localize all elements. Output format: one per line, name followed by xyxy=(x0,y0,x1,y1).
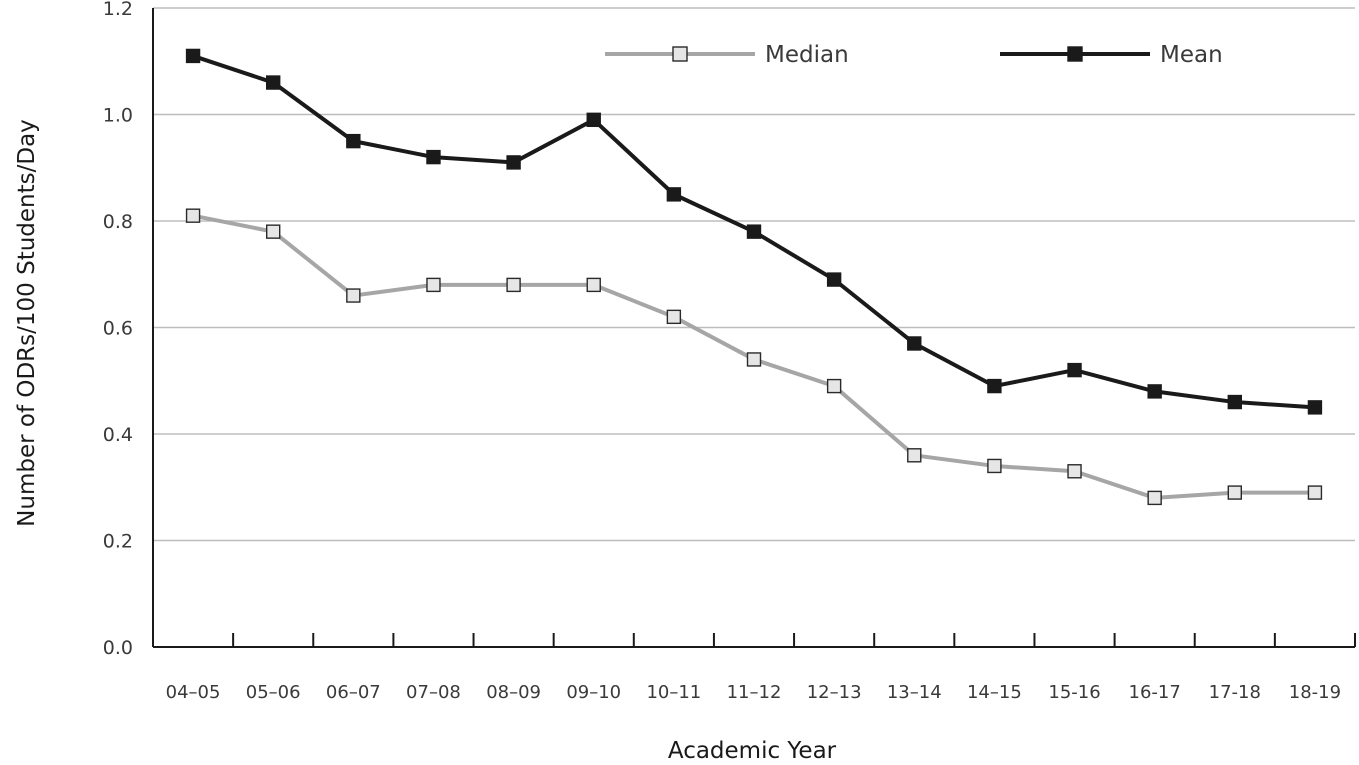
series-group xyxy=(185,48,1323,506)
legend-marker-mean xyxy=(1067,46,1083,62)
data-point-median xyxy=(506,277,521,293)
y-tick-label: 0.0 xyxy=(103,637,133,659)
y-tick-label: 1.0 xyxy=(103,105,133,127)
axes xyxy=(152,8,1356,648)
data-point-mean xyxy=(746,224,762,239)
data-point-median xyxy=(346,288,361,303)
data-point-mean xyxy=(185,48,201,64)
data-point-median xyxy=(1147,490,1162,506)
gridlines xyxy=(153,7,1355,542)
y-tick-label: 0.6 xyxy=(103,318,133,340)
x-tick-label: 09–10 xyxy=(566,682,621,703)
data-point-median xyxy=(586,277,601,293)
x-axis-title: Academic Year xyxy=(668,738,837,764)
x-tick-label: 05–06 xyxy=(246,682,301,703)
x-tick-label: 11–12 xyxy=(727,682,782,703)
x-tick-label: 14–15 xyxy=(967,682,1022,703)
data-point-median xyxy=(987,458,1002,474)
data-point-median xyxy=(666,309,682,325)
legend-label-mean: Mean xyxy=(1160,42,1223,68)
x-tick-label: 18-19 xyxy=(1289,682,1341,703)
x-tick-label: 08–09 xyxy=(486,682,541,703)
data-point-mean xyxy=(1067,362,1082,378)
data-point-mean xyxy=(907,336,922,351)
x-tick-labels: 04–05 05–06 06–07 07–08 08–09 09–10 10–11 11–12… xyxy=(166,682,1341,703)
y-axis-title: Number of ODRs/100 Students/Day xyxy=(14,119,40,527)
y-tick-label: 0.2 xyxy=(103,531,133,553)
y-tick-label: 1.2 xyxy=(103,0,133,20)
data-point-mean xyxy=(1307,400,1323,415)
data-point-median xyxy=(266,224,281,239)
data-point-median xyxy=(1227,485,1243,500)
data-point-mean xyxy=(346,133,361,149)
data-point-median xyxy=(907,448,922,463)
data-point-mean xyxy=(826,272,842,287)
data-point-median xyxy=(185,208,201,223)
data-point-median xyxy=(826,378,842,394)
data-point-mean xyxy=(586,112,601,128)
legend-marker-median xyxy=(672,46,688,62)
x-tick-label: 04–05 xyxy=(166,682,221,703)
data-point-mean xyxy=(1227,394,1243,410)
data-point-mean xyxy=(506,155,521,170)
x-tick-label: 06–07 xyxy=(326,682,381,703)
data-point-median xyxy=(426,277,441,293)
x-tick-label: 13–14 xyxy=(887,682,942,703)
data-point-mean xyxy=(1147,384,1162,399)
x-tick-label: 10–11 xyxy=(646,682,701,703)
x-tick-label: 07–08 xyxy=(406,682,461,703)
data-point-mean xyxy=(666,187,682,202)
data-point-mean xyxy=(266,75,281,90)
data-point-median xyxy=(746,352,762,367)
data-point-median xyxy=(1067,464,1082,479)
data-point-mean xyxy=(987,378,1002,394)
data-point-mean xyxy=(426,149,441,165)
y-tick-label: 0.8 xyxy=(103,211,133,233)
legend: Median Mean xyxy=(605,42,1223,68)
x-tick-label: 12–13 xyxy=(807,682,862,703)
x-tick-label: 16-17 xyxy=(1129,682,1181,703)
x-tick-label: 17-18 xyxy=(1209,682,1261,703)
y-tick-labels: 0.0 0.2 0.4 0.6 0.8 1.0 1.2 xyxy=(103,0,133,659)
legend-label-median: Median xyxy=(765,42,849,68)
x-tick-label: 15-16 xyxy=(1048,682,1100,703)
data-point-median xyxy=(1307,485,1323,500)
y-tick-label: 0.4 xyxy=(103,424,133,446)
